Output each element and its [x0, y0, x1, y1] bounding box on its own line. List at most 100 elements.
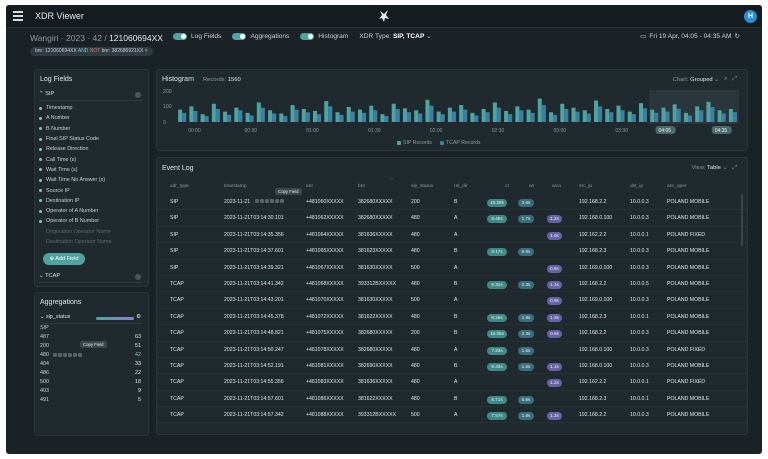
sip-bar[interactable] [728, 108, 733, 122]
sip-bar[interactable] [504, 110, 509, 122]
sip-bar[interactable] [515, 106, 520, 122]
chart-icon[interactable] [270, 199, 274, 203]
sip-bar[interactable] [481, 108, 486, 122]
field-item[interactable]: Release Direction [39, 144, 112, 154]
column-header[interactable]: timestamp [224, 184, 247, 189]
refresh-icon[interactable]: ↻ [734, 33, 740, 40]
aggregation-row[interactable]: 404 33 [40, 360, 141, 369]
zoom-out-icon[interactable] [63, 352, 67, 357]
avatar[interactable]: H [744, 10, 757, 23]
filter-icon[interactable] [255, 199, 259, 203]
zoom-in-icon[interactable] [58, 352, 62, 357]
sip-bar[interactable] [346, 107, 351, 122]
chart-icon[interactable] [68, 352, 72, 357]
tcap-bar[interactable] [710, 107, 715, 122]
sip-bar[interactable] [582, 110, 587, 122]
clipboard-icon[interactable] [280, 199, 284, 203]
tcap-bar[interactable] [272, 113, 277, 122]
section-toggle[interactable] [135, 92, 141, 98]
tcap-bar[interactable] [215, 108, 220, 122]
field-item[interactable]: Wait Time (s) [39, 165, 112, 175]
sip-bar[interactable] [560, 103, 565, 122]
field-item[interactable]: Timestamp [39, 103, 112, 113]
sip-bar[interactable] [200, 114, 205, 122]
table-row[interactable]: SIP 2023-11-21T03:14:30.101 +481062XXXXX 38… [157, 210, 747, 227]
tcap-bar[interactable] [496, 107, 501, 122]
sip-bar[interactable] [223, 111, 228, 122]
aggregation-row[interactable]: 480 42 [40, 351, 141, 360]
tcap-bar[interactable] [193, 110, 198, 122]
tcap-bar[interactable] [463, 109, 468, 122]
sip-bar[interactable] [717, 110, 722, 122]
tcap-bar[interactable] [373, 110, 378, 122]
column-header[interactable]: dst_ip [630, 184, 644, 189]
sip-bar[interactable] [234, 107, 239, 122]
tcap-bar[interactable] [530, 112, 535, 122]
sip-bar[interactable] [279, 113, 284, 122]
field-item[interactable]: Source IP [39, 185, 112, 195]
legend-item[interactable]: TCAP Records [440, 140, 481, 146]
sip-bar[interactable] [605, 108, 610, 122]
tcap-bar[interactable] [732, 112, 737, 122]
tcap-bar[interactable] [350, 111, 355, 122]
table-row[interactable]: TCAP 2023-11-21T03:14:48.821 +481075XXXXX 3… [157, 325, 747, 342]
tcap-bar[interactable] [227, 114, 232, 122]
tcap-bar[interactable] [721, 113, 726, 122]
sip-bar[interactable] [324, 101, 329, 122]
close-icon[interactable]: × [144, 48, 148, 54]
tcap-bar[interactable] [631, 114, 636, 122]
view-select[interactable]: View: Table ⌄ [691, 165, 728, 171]
tcap-bar[interactable] [384, 116, 389, 122]
table-row[interactable]: SIP 2023-11-21 +481060XXXXX 382680XXXXX 200 B… [157, 194, 747, 211]
sip-bar[interactable] [301, 108, 306, 122]
date-range-picker[interactable]: ▭ Fri 19 Apr, 04:05 - 04:35 AM ↻ [640, 32, 740, 41]
column-header[interactable]: wna [552, 184, 561, 189]
sip-bar[interactable] [211, 103, 216, 122]
sip-bar[interactable] [425, 99, 430, 122]
table-row[interactable]: SIP 2023-11-21T03:14:35.356 +481064XXXXX 38… [157, 227, 747, 244]
aggregation-row[interactable]: 486 22 [40, 368, 141, 377]
field-item[interactable]: Operator of A Number [39, 206, 112, 216]
sip-bar[interactable] [178, 109, 183, 122]
table-scrollbar[interactable] [741, 194, 743, 246]
tcap-bar[interactable] [440, 114, 445, 122]
table-row[interactable]: TCAP 2023-11-21T03:14:57.601 +481086XXXXX 3… [157, 391, 747, 408]
table-row[interactable]: TCAP 2023-11-21T03:14:50.247 +481078XXXXX 3… [157, 342, 747, 358]
tcap-bar[interactable] [305, 112, 310, 122]
tcap-bar[interactable] [553, 114, 558, 122]
tcap-bar[interactable] [294, 109, 299, 122]
tcap-bar[interactable] [182, 112, 187, 122]
aggregation-row[interactable]: 491 5 [40, 395, 141, 404]
copy-icon[interactable] [275, 199, 279, 203]
column-header[interactable]: ct [505, 184, 509, 189]
tcap-bar[interactable] [620, 110, 625, 122]
toggle-log-fields[interactable]: Log Fields [173, 32, 221, 40]
zoom-out-icon[interactable] [265, 199, 269, 203]
section-sip[interactable]: ⌃ SIP [39, 91, 143, 101]
sip-bar[interactable] [594, 100, 599, 122]
histogram-chart[interactable]: 00:00 00:30 01:00 01:30 02:00 02:30 03:00 03:30… [177, 90, 739, 136]
sip-bar[interactable] [245, 112, 250, 122]
sip-bar[interactable] [459, 105, 464, 122]
field-item[interactable]: Final SIP Status Code [39, 134, 112, 144]
sip-bar[interactable] [537, 98, 542, 122]
toggle-switch[interactable] [300, 32, 315, 40]
chart-type-select[interactable]: Chart: Grouped ⌄ [672, 76, 720, 83]
table-row[interactable]: SIP 2023-11-21T03:14:37.601 +481065XXXXX 38… [157, 243, 747, 260]
section-toggle[interactable] [135, 274, 141, 280]
aggregation-row[interactable]: 487 63 [40, 333, 141, 342]
tcap-bar[interactable] [508, 114, 513, 122]
table-row[interactable]: TCAP 2023-11-21T03:14:43.201 +481070XXXXX 3… [157, 292, 747, 309]
sip-bar[interactable] [672, 104, 677, 122]
filter-pill[interactable]: bnr: 121060694XX AND NOT bnr: 382680921X… [30, 47, 153, 56]
table-row[interactable]: TCAP 2023-11-21T03:14:41.342 +481068XXXXX 3… [157, 276, 747, 293]
add-field-button[interactable]: ⊕ Add Field [43, 253, 85, 265]
toggle-histogram[interactable]: Histogram [300, 32, 348, 40]
sip-bar[interactable] [571, 107, 576, 122]
field-item[interactable]: Destination IP [39, 196, 112, 206]
sip-bar[interactable] [256, 102, 261, 122]
tcap-bar[interactable] [676, 108, 681, 122]
expand-icon[interactable]: ⤢ [732, 165, 737, 171]
tcap-bar[interactable] [362, 112, 367, 122]
range-handle[interactable] [711, 126, 732, 134]
